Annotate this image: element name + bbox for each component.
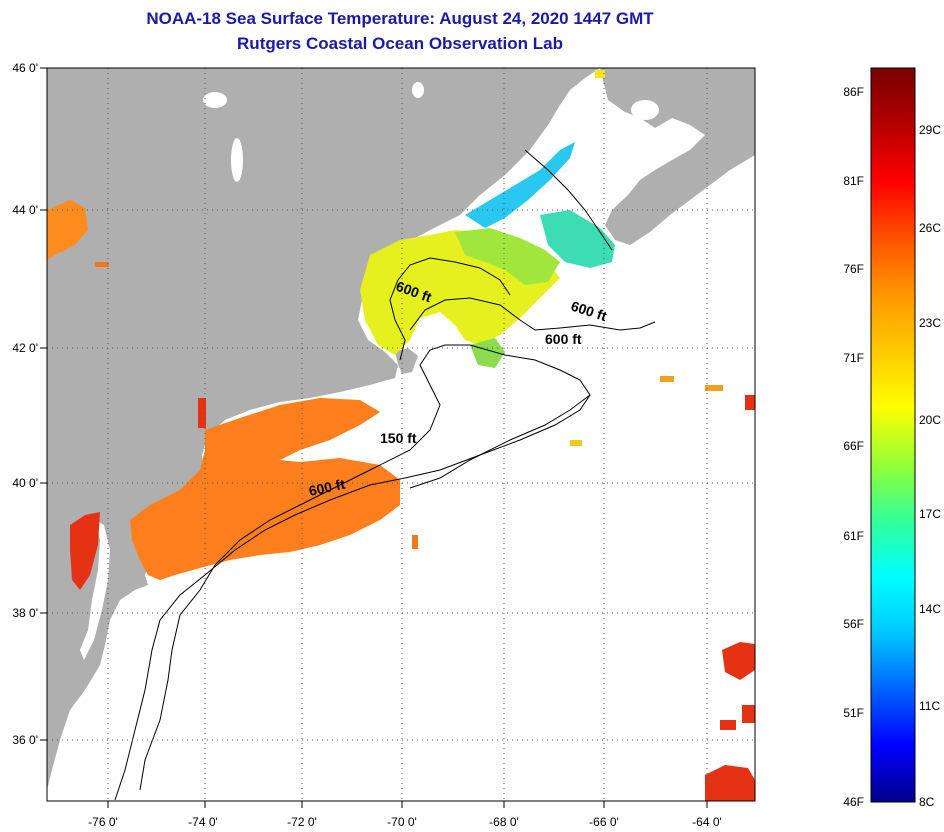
depth-contour-scotian xyxy=(524,149,613,251)
colorbar-f-label: 66F xyxy=(843,439,864,453)
lon-label: -66 0' xyxy=(589,815,619,829)
sst-patch-southeast-red-1 xyxy=(722,642,755,680)
lat-label: 36 0' xyxy=(12,733,38,747)
colorbar-f-label: 46F xyxy=(843,795,864,809)
depth-contour-gulf xyxy=(409,297,656,331)
sst-patch-georges-green xyxy=(470,338,505,368)
lat-label: 38 0' xyxy=(12,606,38,620)
lake xyxy=(412,82,424,98)
cape-cod xyxy=(395,348,418,374)
colorbar xyxy=(870,67,916,803)
land-mainland xyxy=(47,68,600,790)
colorbar-f-label: 61F xyxy=(843,529,864,543)
frame-ticks xyxy=(40,67,708,808)
depth-contour-gulf-2 xyxy=(389,257,511,361)
lake xyxy=(231,138,243,182)
colorbar-f-label: 56F xyxy=(843,617,864,631)
colorbar-f-label: 76F xyxy=(843,262,864,276)
lon-label: -68 0' xyxy=(489,815,519,829)
sst-patch-mab-orange xyxy=(130,398,400,580)
colorbar-f-label: 86F xyxy=(843,85,864,99)
sst-patch-scatter xyxy=(198,398,206,428)
sst-patch-southeast-red-2 xyxy=(705,765,755,801)
lon-label: -70 0' xyxy=(387,815,417,829)
lon-label: -72 0' xyxy=(287,815,317,829)
graticule xyxy=(47,68,755,801)
colorbar-c-label: 29C xyxy=(919,123,941,137)
lat-label: 40 0' xyxy=(12,476,38,490)
sst-patch-east-red xyxy=(720,720,736,730)
colorbar-c-label: 14C xyxy=(919,602,941,616)
sst-patch-chesapeake-red xyxy=(70,512,100,590)
lat-label: 46 0' xyxy=(12,61,38,75)
chesapeake-bay xyxy=(80,520,110,660)
lon-label: -74 0' xyxy=(188,815,218,829)
sst-patch-scatter xyxy=(660,376,674,382)
colorbar-c-label: 20C xyxy=(919,413,941,427)
colorbar-c-label: 23C xyxy=(919,316,941,330)
sst-patch-east-red xyxy=(745,395,755,410)
sst-patch-scatter xyxy=(570,440,582,446)
sst-patch-scatter xyxy=(412,535,418,549)
depth-contour-600ft xyxy=(114,394,591,801)
colorbar-c-label: 17C xyxy=(919,507,941,521)
map-frame xyxy=(46,67,756,802)
sst-patch-scatter xyxy=(95,262,109,267)
sst-patch-east-red xyxy=(742,705,755,723)
colorbar-f-label: 81F xyxy=(843,174,864,188)
lon-label: -64 0' xyxy=(692,815,722,829)
lake xyxy=(203,92,227,108)
colorbar-c-label: 11C xyxy=(919,699,940,713)
colorbar-f-label: 51F xyxy=(843,706,864,720)
lon-label: -76 0' xyxy=(88,815,118,829)
colorbar-c-label: 26C xyxy=(919,221,941,235)
contour-label: 150 ft xyxy=(380,430,417,446)
colorbar-c-label: 8C xyxy=(919,795,935,809)
sst-patch-gulf-of-maine-green xyxy=(455,228,560,285)
lat-label: 44 0' xyxy=(12,203,38,217)
sst-patch-coastal-cyan xyxy=(465,142,575,228)
contour-label: 600 ft xyxy=(307,476,346,499)
sst-patch-scatter xyxy=(595,70,605,78)
sst-patch-scotian-teal xyxy=(540,210,615,268)
map-subtitle: Rutgers Coastal Ocean Observation Lab xyxy=(237,34,563,53)
depth-contour-150ft xyxy=(139,344,591,791)
contour-label: 600 ft xyxy=(545,331,582,347)
lat-label: 42 0' xyxy=(12,341,38,355)
bay-of-fundy-water xyxy=(631,100,659,120)
sst-patch-lake-ontario xyxy=(47,200,88,260)
map-title: NOAA-18 Sea Surface Temperature: August … xyxy=(146,9,654,28)
colorbar-f-label: 71F xyxy=(843,351,864,365)
sst-patch-scatter xyxy=(705,385,723,391)
